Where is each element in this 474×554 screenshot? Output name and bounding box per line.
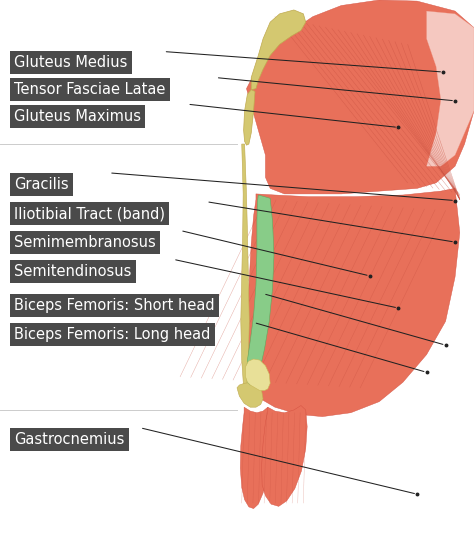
Polygon shape bbox=[427, 11, 474, 166]
Text: Semitendinosus: Semitendinosus bbox=[14, 264, 132, 279]
Polygon shape bbox=[246, 0, 474, 194]
Text: Biceps Femoris: Long head: Biceps Femoris: Long head bbox=[14, 327, 210, 342]
Polygon shape bbox=[241, 144, 249, 388]
Polygon shape bbox=[237, 382, 263, 407]
FancyBboxPatch shape bbox=[0, 0, 237, 554]
Polygon shape bbox=[246, 195, 274, 385]
Polygon shape bbox=[244, 90, 255, 145]
Text: Tensor Fasciae Latae: Tensor Fasciae Latae bbox=[14, 82, 165, 97]
Polygon shape bbox=[240, 407, 273, 509]
Text: Semimembranosus: Semimembranosus bbox=[14, 235, 156, 250]
Polygon shape bbox=[246, 359, 270, 391]
Text: Gastrocnemius: Gastrocnemius bbox=[14, 432, 125, 447]
Text: Gracilis: Gracilis bbox=[14, 177, 69, 192]
Text: Gluteus Maximus: Gluteus Maximus bbox=[14, 109, 141, 124]
Polygon shape bbox=[251, 10, 306, 90]
Text: Iliotibial Tract (band): Iliotibial Tract (band) bbox=[14, 206, 165, 221]
Polygon shape bbox=[262, 406, 307, 506]
Polygon shape bbox=[246, 188, 460, 417]
Text: Gluteus Medius: Gluteus Medius bbox=[14, 55, 128, 70]
Text: Biceps Femoris: Short head: Biceps Femoris: Short head bbox=[14, 298, 215, 313]
